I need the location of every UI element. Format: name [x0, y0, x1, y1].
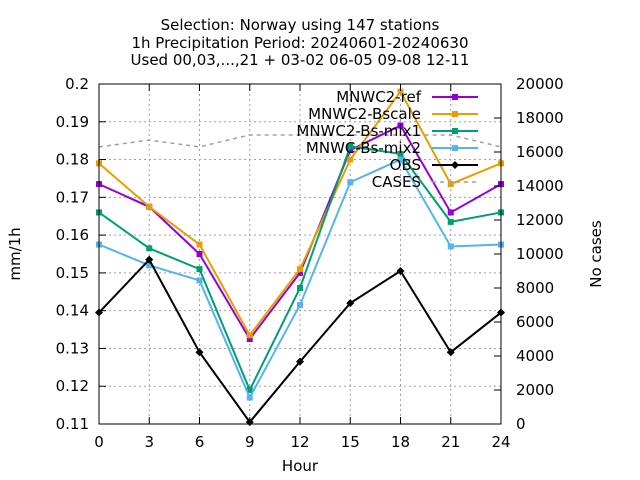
x-tick-label: 12: [290, 433, 309, 451]
data-point-mnwc2-bs-mix1: [447, 218, 454, 225]
y-tick-label: 0.15: [56, 264, 89, 282]
legend-marker-mnwc2-ref: [452, 94, 458, 100]
cases-series-layer: [98, 134, 502, 148]
y2-tick-label: 10000: [516, 245, 564, 263]
data-point-obs: [195, 348, 204, 357]
y-tick-label: 0.13: [56, 339, 89, 357]
y2-tick-label: 12000: [516, 211, 564, 229]
x-tick-label: 9: [245, 433, 255, 451]
y-tick-label: 0.17: [56, 188, 89, 206]
y2-tick-label: 6000: [516, 313, 554, 331]
legend: MNWC2-refMNWC2-BscaleMNWC2-Bs-mix1MNWC-B…: [296, 88, 478, 191]
data-point-obs: [396, 267, 405, 275]
y-tick-label: 0.12: [56, 377, 89, 395]
data-point-obs: [446, 348, 455, 357]
series-line-cases: [98, 134, 502, 148]
legend-marker-obs: [451, 161, 459, 169]
x-tick-label: 6: [195, 433, 205, 451]
x-tick-label: 15: [341, 433, 360, 451]
y2-tick-label: 14000: [516, 177, 564, 195]
data-point-obs: [296, 357, 304, 366]
data-point-mnwc-bs-mix2: [297, 302, 303, 308]
data-point-mnwc-bs-mix2: [397, 156, 404, 163]
legend-label-mnwc2-bs-mix1: MNWC2-Bs-mix1: [296, 122, 421, 140]
chart-title-line-3: Used 00,03,...,21 + 03-02 06-05 09-08 12…: [131, 51, 470, 69]
y2-tick-label: 8000: [516, 279, 554, 297]
x-tick-label: 21: [441, 433, 460, 451]
x-tick-label: 3: [144, 433, 154, 451]
x-axis-label: Hour: [282, 457, 319, 475]
legend-marker-mnwc2-bs-mix1: [452, 128, 458, 134]
x-tick-label: 24: [491, 433, 510, 451]
data-point-mnwc2-ref: [297, 269, 303, 276]
data-point-mnwc-bs-mix2: [246, 394, 253, 401]
legend-marker-mnwc2-bscale: [452, 111, 458, 117]
y2-axis-label: No cases: [587, 220, 605, 288]
y2-tick-label: 20000: [516, 75, 564, 93]
data-point-mnwc2-ref: [447, 209, 454, 216]
data-point-mnwc2-bscale: [297, 266, 303, 273]
y-tick-label: 0.16: [56, 226, 89, 244]
axis-ticks: 0 3 6 9 12 15 18 21 24 0.11 0.12 0.13 0.14 0.15 0.16 0.…: [56, 75, 564, 451]
data-point-mnwc2-bs-mix1: [397, 150, 404, 157]
legend-label-mnwc2-bscale: MNWC2-Bscale: [308, 105, 421, 123]
data-point-mnwc-bs-mix2: [196, 277, 203, 284]
x-tick-label: 0: [94, 433, 104, 451]
data-point-obs: [145, 255, 154, 264]
y-tick-label: 0.11: [56, 415, 89, 433]
data-point-mnwc2-ref: [397, 122, 404, 129]
data-point-mnwc2-bs-mix1: [146, 245, 153, 252]
y-axis-label: mm/1h: [6, 227, 24, 280]
data-point-mnwc2-bscale: [447, 181, 454, 188]
legend-label-mnwc-bs-mix2: MNWC-Bs-mix2: [306, 139, 421, 157]
data-point-mnwc2-bscale: [196, 241, 203, 248]
data-point-mnwc2-bs-mix1: [246, 387, 253, 393]
data-point-mnwc2-bscale: [347, 156, 354, 163]
legend-label-obs: OBS: [390, 156, 421, 174]
y-tick-label: 0.18: [56, 151, 89, 169]
data-point-mnwc-bs-mix2: [447, 243, 454, 250]
data-point-mnwc2-bscale: [397, 88, 404, 95]
y2-tick-label: 2000: [516, 381, 554, 399]
y2-tick-label: 4000: [516, 347, 554, 365]
data-point-mnwc2-bscale: [246, 332, 253, 339]
chart-title-line-1: Selection: Norway using 147 stations: [161, 16, 440, 34]
data-point-mnwc-bs-mix2: [146, 262, 153, 269]
y-tick-label: 0.2: [65, 75, 89, 93]
data-point-mnwc2-bs-mix1: [347, 143, 354, 150]
chart-title-line-2: 1h Precipitation Period: 20240601-202406…: [131, 34, 468, 52]
data-point-mnwc2-ref: [196, 251, 203, 257]
data-point-obs: [346, 299, 355, 308]
legend-label-mnwc2-ref: MNWC2-ref: [336, 88, 421, 106]
x-tick-label: 18: [391, 433, 410, 451]
y2-tick-label: 16000: [516, 143, 564, 161]
data-point-mnwc2-bscale: [146, 203, 153, 210]
data-point-mnwc2-bs-mix1: [196, 266, 203, 273]
y2-tick-label: 18000: [516, 109, 564, 127]
y2-tick-label: 0: [516, 415, 526, 433]
data-point-mnwc-bs-mix2: [347, 179, 354, 186]
data-point-mnwc2-ref: [246, 336, 253, 342]
y-tick-label: 0.19: [56, 113, 89, 131]
data-point-mnwc2-ref: [347, 147, 354, 154]
data-point-mnwc2-bs-mix1: [297, 285, 303, 291]
legend-label-cases: CASES: [372, 173, 421, 191]
y-tick-label: 0.14: [56, 302, 89, 320]
legend-marker-mnwc-bs-mix2: [452, 145, 458, 151]
